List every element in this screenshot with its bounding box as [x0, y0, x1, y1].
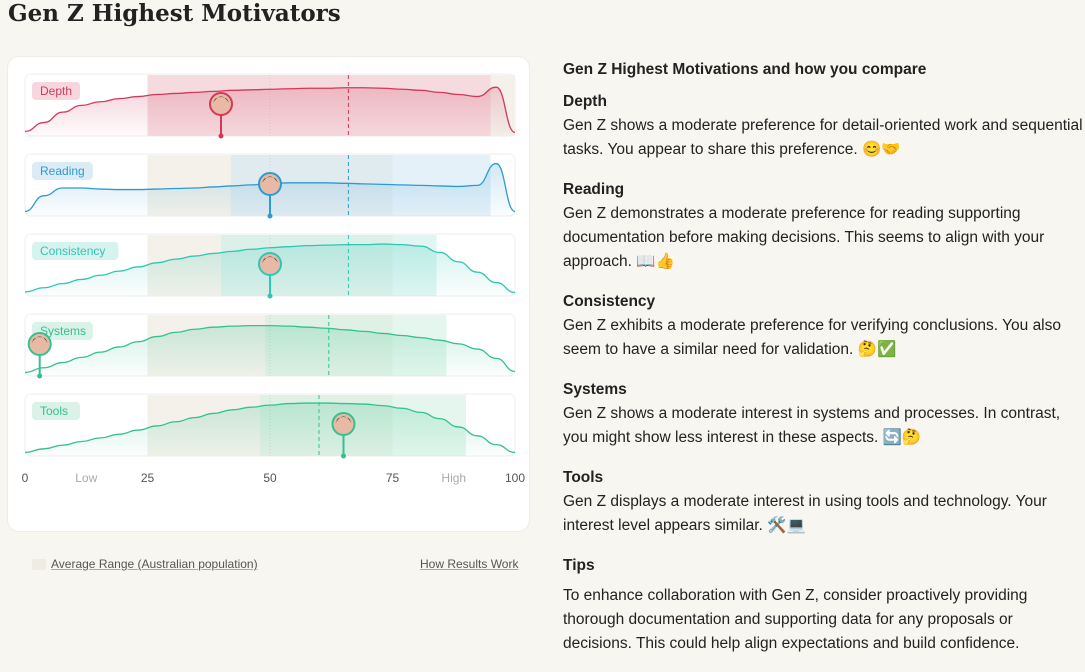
row-label-bg-depth: [32, 82, 80, 100]
tips-section: Tips To enhance collaboration with Gen Z…: [563, 554, 1083, 656]
row-label-bg-tools: [32, 402, 80, 420]
distribution-curve-depth: [24, 86, 516, 134]
axis-tick-label: 75: [386, 471, 400, 485]
avatar-hair-depth: [213, 96, 229, 103]
insight-body: Gen Z exhibits a moderate preference for…: [563, 317, 1061, 358]
row-label-bg-reading: [32, 162, 93, 180]
you-avatar-tools: [331, 412, 356, 436]
axis-tick-label: 25: [141, 471, 155, 485]
legend-text[interactable]: Average Range (Australian population): [51, 557, 258, 571]
insight-body: Gen Z shows a moderate preference for de…: [563, 117, 1083, 158]
axis-tick-label: Low: [75, 471, 97, 485]
legend-swatch: [32, 558, 46, 570]
motivators-chart: Depth Reading Consistency Systems Tools 0 Low 2…: [22, 73, 525, 485]
distribution-area-depth: [25, 87, 515, 136]
row-label-reading: Reading: [40, 164, 85, 178]
page-title: Gen Z Highest Motivators: [8, 0, 341, 27]
you-marker-dot-reading: [267, 213, 273, 219]
axis-tick-label: High: [441, 471, 466, 485]
distribution-area-tools: [25, 403, 515, 456]
distribution-curve-tools: [24, 402, 516, 454]
row-label-systems: Systems: [40, 324, 86, 338]
distribution-area-systems: [25, 325, 515, 376]
insight-title: Reading: [563, 181, 625, 198]
insight-title: Consistency: [563, 293, 656, 310]
insight-tools: Tools Gen Z displays a moderate interest…: [563, 466, 1083, 538]
row-label-depth: Depth: [40, 84, 72, 98]
distribution-curve-consistency: [24, 243, 516, 294]
axis-tick-label: 0: [22, 471, 29, 485]
tips-body: To enhance collaboration with Gen Z, con…: [563, 587, 1028, 652]
you-marker-dot-tools: [341, 453, 346, 459]
insight-depth: Depth Gen Z shows a moderate preference …: [563, 90, 1083, 162]
insights-heading: Gen Z Highest Motivations and how you co…: [563, 61, 927, 78]
axis-tick-label: 100: [505, 471, 525, 485]
avatar-hair-reading: [262, 176, 278, 183]
motivators-chart-card: Depth Reading Consistency Systems Tools 0 Low 2…: [7, 56, 530, 571]
avatar-hair-consistency: [262, 256, 278, 263]
insight-systems: Systems Gen Z shows a moderate interest …: [563, 378, 1083, 450]
axis-tick-label: 50: [263, 471, 277, 485]
how-results-work-link[interactable]: How Results Work: [420, 557, 519, 571]
insight-body: Gen Z shows a moderate interest in syste…: [563, 405, 1061, 446]
you-avatar-reading: [258, 172, 282, 196]
row-label-bg-consistency: [32, 242, 119, 260]
avatar-hair-tools: [335, 416, 352, 423]
tips-title: Tips: [563, 557, 595, 574]
distribution-curve-systems: [24, 324, 516, 374]
you-marker-dot-systems: [37, 373, 43, 379]
insight-reading: Reading Gen Z demonstrates a moderate pr…: [563, 178, 1083, 274]
insight-title: Tools: [563, 469, 604, 486]
you-marker-dot-consistency: [267, 293, 273, 299]
legend: Average Range (Australian population): [32, 557, 258, 571]
you-avatar-depth: [209, 92, 233, 116]
avatar-hair-systems: [31, 336, 48, 343]
insight-title: Systems: [563, 381, 627, 398]
you-marker-dot-depth: [218, 133, 224, 139]
you-avatar-systems: [27, 332, 52, 356]
insights-panel: Gen Z Highest Motivations and how you co…: [563, 58, 1083, 672]
you-avatar-consistency: [258, 252, 282, 276]
insight-body: Gen Z displays a moderate interest in us…: [563, 493, 1047, 534]
insight-consistency: Consistency Gen Z exhibits a moderate pr…: [563, 290, 1083, 362]
insight-title: Depth: [563, 93, 607, 110]
row-label-tools: Tools: [40, 404, 68, 418]
row-label-consistency: Consistency: [40, 244, 105, 258]
insight-body: Gen Z demonstrates a moderate preference…: [563, 205, 1045, 270]
